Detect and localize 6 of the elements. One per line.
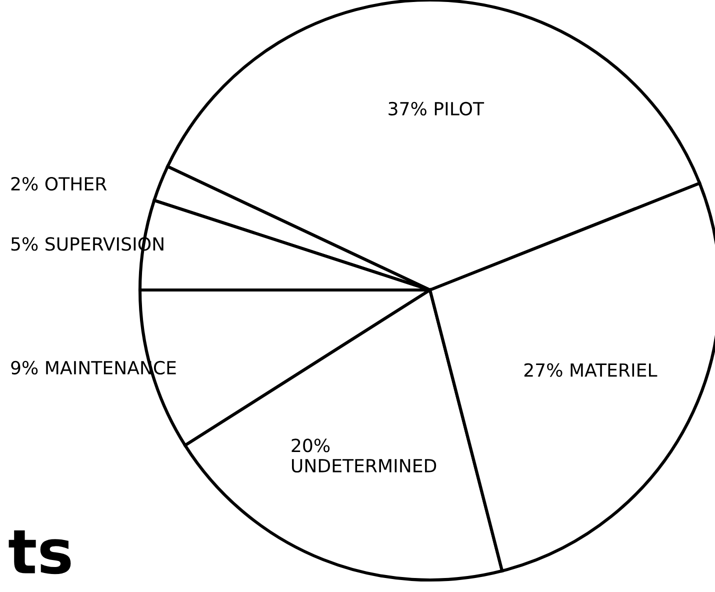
data-label: 20% — [292, 438, 330, 452]
slice-label: 27% MATERIEL — [524, 363, 658, 377]
text: ts — [8, 530, 71, 574]
slice-label: 2% OTHER — [11, 176, 107, 191]
slice-label: 37% PILOT — [388, 102, 484, 116]
slice-label: UNDETERMINED — [292, 459, 436, 473]
